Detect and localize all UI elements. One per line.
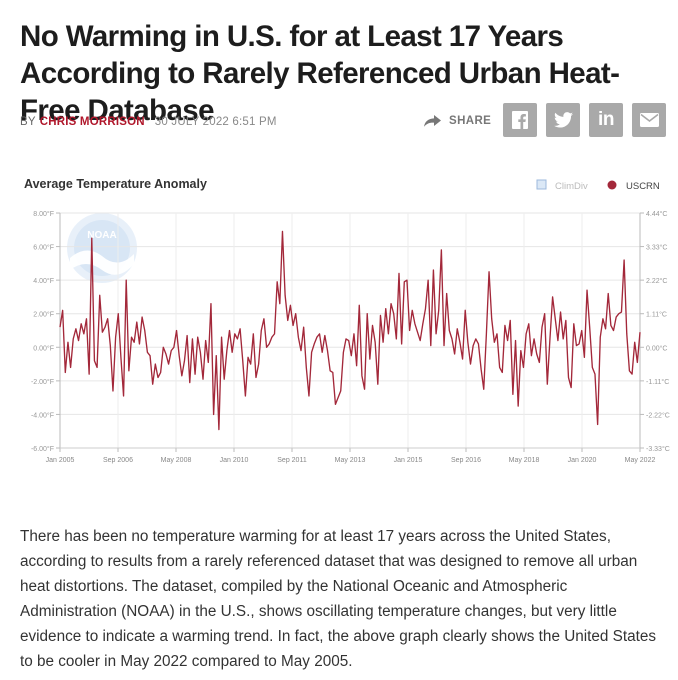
y-left-tick-label: -4.00°F <box>31 411 54 419</box>
y-axis-left-labels: 8.00°F 6.00°F 4.00°F 2.00°F 0.00°F -2.00°F -4.… <box>31 210 54 453</box>
share-control[interactable]: SHARE <box>424 112 491 130</box>
y-right-tick-label: 4.44°C <box>646 210 667 218</box>
x-tick-label: Jan 2010 <box>220 457 249 464</box>
x-tick-label: Jan 2015 <box>394 457 423 464</box>
chart-grid <box>59 212 641 449</box>
noaa-watermark-text: NOAA <box>87 230 116 241</box>
legend-uscrn-label[interactable]: USCRN <box>626 181 660 192</box>
y-right-tick-label: -2.22°C <box>646 411 670 419</box>
email-share-button[interactable] <box>632 103 666 137</box>
legend-uscrn-swatch[interactable] <box>607 180 617 190</box>
y-axis-right-labels: 4.44°C 3.33°C 2.22°C 1.11°C 0.00°C -1.11°C -2.… <box>646 210 670 453</box>
x-tick-label: Jan 2020 <box>568 457 597 464</box>
y-left-tick-label: 0.00°F <box>33 344 54 352</box>
y-right-tick-label: 1.11°C <box>646 311 667 319</box>
y-left-tick-label: -6.00°F <box>31 445 54 453</box>
uscrn-series-line[interactable] <box>59 230 641 431</box>
x-tick-label: May 2013 <box>335 457 366 464</box>
y-right-tick-label: -1.11°C <box>646 378 669 386</box>
share-arrow-icon <box>424 115 441 127</box>
x-axis-labels: Jan 2005 Sep 2006 May 2008 Jan 2010 Sep 2011… <box>46 457 656 464</box>
article-headline: No Warming in U.S. for at Least 17 Years… <box>20 20 620 127</box>
facebook-icon <box>512 111 528 129</box>
x-tick-label: May 2022 <box>625 457 656 464</box>
y-right-tick-label: 0.00°C <box>646 344 667 352</box>
y-left-tick-label: 4.00°F <box>33 277 54 285</box>
linkedin-share-button[interactable]: in <box>589 103 623 137</box>
facebook-share-button[interactable] <box>503 103 537 137</box>
byline-prefix: BY <box>20 116 36 128</box>
byline: BY CHRIS MORRISON 30 JULY 2022 6:51 PM <box>20 114 277 130</box>
chart-legend: ClimDiv USCRN <box>536 179 660 192</box>
temperature-anomaly-chart: Average Temperature Anomaly ClimDiv USCR… <box>24 177 670 464</box>
legend-climdiv-swatch[interactable] <box>536 179 547 190</box>
twitter-share-button[interactable] <box>546 103 580 137</box>
twitter-icon <box>553 112 573 128</box>
x-tick-label: May 2018 <box>509 457 540 464</box>
noaa-watermark-logo: NOAA <box>67 213 137 283</box>
x-tick-label: Sep 2011 <box>277 457 307 464</box>
publish-date: 30 JULY 2022 6:51 PM <box>154 116 277 128</box>
chart-axes <box>56 212 644 452</box>
y-left-tick-label: -2.00°F <box>31 378 54 386</box>
x-tick-label: Jan 2005 <box>46 457 75 464</box>
legend-climdiv-label[interactable]: ClimDiv <box>555 181 588 192</box>
y-right-tick-label: -3.33°C <box>646 445 670 453</box>
article-body: There has been no temperature warming fo… <box>20 528 657 670</box>
y-right-tick-label: 3.33°C <box>646 244 667 252</box>
x-tick-label: Sep 2016 <box>451 457 481 464</box>
email-icon <box>639 113 659 127</box>
x-tick-label: Sep 2006 <box>103 457 133 464</box>
x-tick-label: May 2008 <box>161 457 192 464</box>
y-left-tick-label: 2.00°F <box>33 311 54 319</box>
y-right-tick-label: 2.22°C <box>646 277 667 285</box>
chart-title: Average Temperature Anomaly <box>24 177 207 191</box>
temperature-chart: Average Temperature Anomaly ClimDiv USCR… <box>0 160 678 480</box>
y-left-tick-label: 8.00°F <box>33 210 54 218</box>
share-label: SHARE <box>449 115 492 127</box>
author-link[interactable]: CHRIS MORRISON <box>39 116 145 128</box>
linkedin-icon: in <box>598 109 614 130</box>
y-left-tick-label: 6.00°F <box>33 244 54 252</box>
